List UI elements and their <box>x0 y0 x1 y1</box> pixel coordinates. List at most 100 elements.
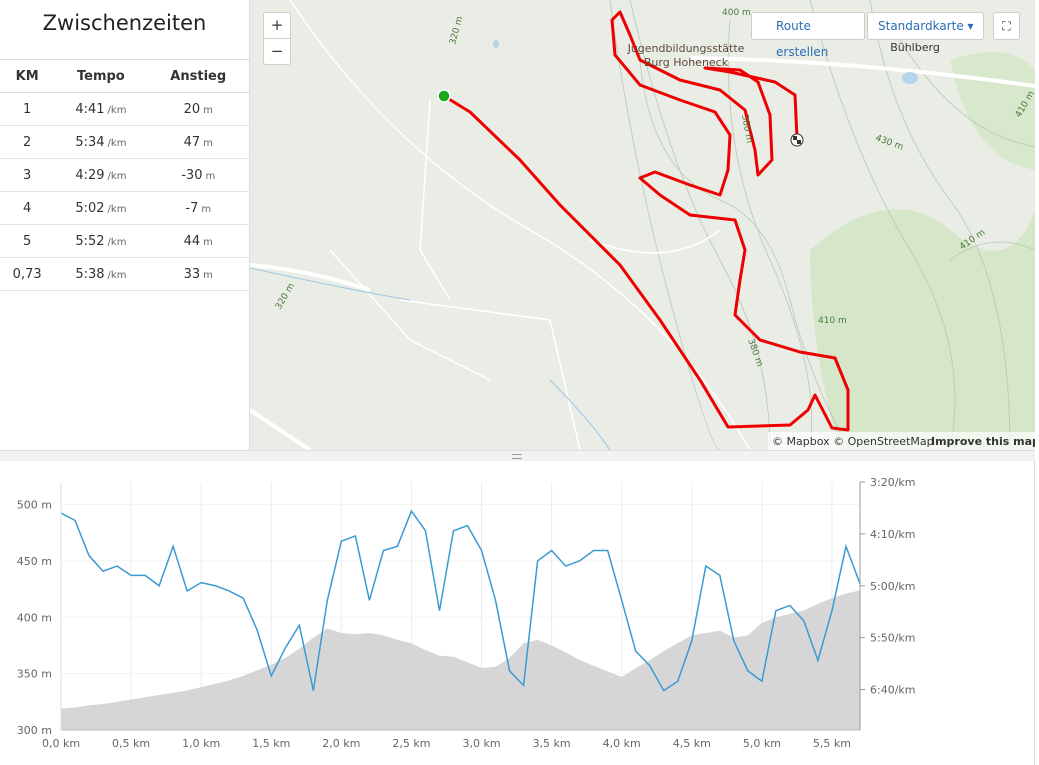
tempo-cell: 5:02/km <box>54 191 148 225</box>
split-row: 3 4:29/km -30 m <box>0 158 249 192</box>
split-row: 0,73 5:38/km 33 m <box>0 257 249 291</box>
x-tick-label: 5,5 km <box>813 737 851 750</box>
map-style-button[interactable]: Standardkarte ▾ <box>867 12 984 40</box>
ascent-value: -30 <box>181 167 203 183</box>
route <box>443 10 850 432</box>
km-cell: 4 <box>0 191 55 225</box>
tempo-value: 4:29 <box>75 167 105 183</box>
start-marker <box>437 89 451 103</box>
column-header: Tempo <box>54 59 148 93</box>
tempo-value: 5:38 <box>75 266 105 282</box>
place-label: Burg Hoheneck <box>644 56 729 69</box>
y2-tick-label: 3:20/km <box>870 476 916 489</box>
improve-link[interactable]: Improve this map <box>931 435 1035 448</box>
attribution-bg <box>768 432 1035 450</box>
table-body: 1 4:41/km 20 m 2 5:34/km 47 m 3 4:29/km -30 m 4 5:02/… <box>0 92 249 291</box>
x-tick-label: 4,5 km <box>673 737 711 750</box>
x-tick-label: 0,0 km <box>42 737 80 750</box>
header-row: KM Tempo Anstieg <box>0 59 249 93</box>
x-tick-label: 5,0 km <box>743 737 781 750</box>
split-row: 5 5:52/km 44 m <box>0 224 249 258</box>
split-row: 2 5:34/km 47 m <box>0 125 249 159</box>
pace-line <box>60 509 861 692</box>
roads <box>250 56 1035 450</box>
finish-marker <box>790 133 804 147</box>
contours <box>609 0 1035 450</box>
tempo-value: 5:52 <box>75 233 105 249</box>
x-tick-label: 4,0 km <box>603 737 641 750</box>
ascent-unit: m <box>201 203 212 215</box>
tempo-unit: /km <box>107 203 127 215</box>
tempo-unit: /km <box>107 236 127 248</box>
ascent-cell: 33 m <box>147 257 249 291</box>
x-tick-label: 3,0 km <box>462 737 500 750</box>
y-tick-label: 300 m <box>17 724 52 737</box>
split-row: 4 5:02/km -7 m <box>0 191 249 225</box>
map[interactable]: Jugendbildungsstätte Burg Hoheneck Bühlb… <box>250 0 1035 450</box>
splits-table: KM Tempo Anstieg 1 4:41/km 20 m 2 5:34/km 47 m 3 4:2… <box>0 59 249 291</box>
tempo-cell: 5:34/km <box>54 125 148 159</box>
streams <box>250 267 611 450</box>
y-tick-label: 400 m <box>17 611 52 624</box>
tempo-unit: /km <box>107 170 127 182</box>
ascent-cell: 47 m <box>147 125 249 159</box>
y2-tick-label: 4:10/km <box>870 528 916 541</box>
km-cell: 0,73 <box>0 257 55 291</box>
tempo-unit: /km <box>107 137 127 149</box>
ascent-cell: -30 m <box>147 158 249 192</box>
panel-divider[interactable] <box>0 450 1035 461</box>
ascent-cell: -7 m <box>147 191 249 225</box>
ascent-unit: m <box>203 269 213 281</box>
contour-label: 400 m <box>722 8 751 18</box>
tempo-cell: 5:38/km <box>54 257 148 291</box>
ascent-cell: 44 m <box>147 224 249 258</box>
tempo-value: 4:41 <box>75 101 105 117</box>
zoom-in-button[interactable]: + <box>263 12 291 39</box>
fullscreen-button[interactable]: ⛶ <box>993 12 1020 40</box>
route-button[interactable]: Route erstellen <box>751 12 865 59</box>
tempo-cell: 5:52/km <box>54 224 148 258</box>
split-row: 1 4:41/km 20 m <box>0 92 249 126</box>
route-button-label: Route erstellen <box>776 19 829 59</box>
ascent-unit: m <box>205 170 216 182</box>
tempo-cell: 4:29/km <box>54 158 148 192</box>
km-cell: 2 <box>0 125 55 159</box>
contour-label: 380 m <box>739 114 754 144</box>
forest <box>810 209 1035 450</box>
tempo-value: 5:34 <box>75 134 105 150</box>
ascent-value: -7 <box>185 200 199 216</box>
x-tick-label: 0,5 km <box>112 737 150 750</box>
map-style-label: Standardkarte <box>878 19 964 33</box>
tempo-unit: /km <box>107 269 127 281</box>
x-tick-label: 2,0 km <box>322 737 360 750</box>
y-tick-label: 450 m <box>17 555 52 568</box>
ascent-value: 33 <box>183 266 201 282</box>
scrollbar-edge <box>1034 460 1035 765</box>
ascent-unit: m <box>203 137 213 149</box>
y2-tick-label: 5:50/km <box>870 632 916 645</box>
pond <box>493 40 499 48</box>
place-label: Bühlberg <box>890 41 940 54</box>
ascent-unit: m <box>203 104 213 116</box>
tempo-cell: 4:41/km <box>54 92 148 126</box>
tempo-unit: /km <box>107 104 127 116</box>
y2-tick-label: 6:40/km <box>870 684 916 697</box>
y-tick-label: 350 m <box>17 668 52 681</box>
zoom-out-button[interactable]: − <box>263 38 291 65</box>
km-cell: 1 <box>0 92 55 126</box>
drag-handle[interactable] <box>512 454 522 459</box>
elevation-area <box>61 590 860 730</box>
x-tick-label: 3,5 km <box>533 737 571 750</box>
pond <box>902 72 918 84</box>
x-tick-label: 1,5 km <box>252 737 290 750</box>
km-cell: 5 <box>0 224 55 258</box>
y2-tick-label: 5:00/km <box>870 580 916 593</box>
y-tick-label: 500 m <box>17 499 52 512</box>
ascent-value: 20 <box>183 101 201 117</box>
column-header: Anstieg <box>147 59 249 93</box>
x-tick-label: 2,5 km <box>392 737 430 750</box>
ascent-value: 47 <box>183 134 201 150</box>
ascent-cell: 20 m <box>147 92 249 126</box>
